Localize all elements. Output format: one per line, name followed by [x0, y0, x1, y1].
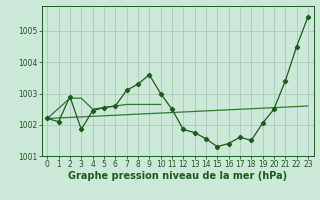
X-axis label: Graphe pression niveau de la mer (hPa): Graphe pression niveau de la mer (hPa) — [68, 171, 287, 181]
